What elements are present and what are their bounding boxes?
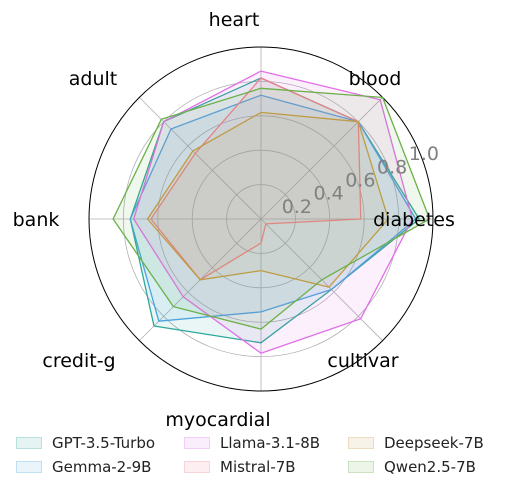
axis-label-credit-g: credit-g bbox=[42, 350, 115, 372]
spoke-blood bbox=[260, 97, 383, 220]
axis-label-adult: adult bbox=[69, 68, 117, 90]
series-polygon-2 bbox=[133, 70, 414, 354]
axis-label-cultivar: cultivar bbox=[327, 350, 398, 372]
legend-swatch-1 bbox=[16, 461, 42, 473]
legend-swatch-0 bbox=[16, 437, 42, 449]
spoke-adult bbox=[139, 97, 262, 220]
axis-label-heart: heart bbox=[209, 9, 260, 31]
legend-item-0: GPT-3.5-Turbo bbox=[16, 434, 184, 452]
series-polygon-1 bbox=[129, 94, 417, 322]
legend-swatch-4 bbox=[348, 437, 374, 449]
axis-label-bank: bank bbox=[13, 209, 60, 231]
legend-label-2: Llama-3.1-8B bbox=[220, 434, 321, 452]
legend-swatch-5 bbox=[348, 461, 374, 473]
outer-frame bbox=[88, 46, 434, 392]
legend-label-0: GPT-3.5-Turbo bbox=[52, 434, 156, 452]
axis-label-diabetes: diabetes bbox=[373, 209, 455, 231]
legend-item-4: Deepseek-7B bbox=[348, 434, 498, 452]
series-polygon-4 bbox=[146, 111, 389, 288]
series-polygon-5 bbox=[112, 87, 431, 330]
legend-label-3: Mistral-7B bbox=[220, 458, 296, 476]
radial-tick-3: 0.8 bbox=[377, 156, 407, 178]
radial-tick-0: 0.2 bbox=[282, 196, 312, 218]
legend-swatch-3 bbox=[184, 461, 210, 473]
legend-label-5: Qwen2.5-7B bbox=[384, 458, 476, 476]
radial-tick-1: 0.4 bbox=[313, 183, 343, 205]
legend-item-1: Gemma-2-9B bbox=[16, 458, 184, 476]
series-polygon-3 bbox=[150, 77, 362, 281]
legend-swatch-2 bbox=[184, 437, 210, 449]
legend-label-1: Gemma-2-9B bbox=[52, 458, 152, 476]
radial-tick-2: 0.6 bbox=[345, 170, 375, 192]
legend: GPT-3.5-Turbo Llama-3.1-8B Deepseek-7B Gemm… bbox=[16, 434, 506, 476]
legend-item-3: Mistral-7B bbox=[184, 458, 348, 476]
axis-label-myocardial: myocardial bbox=[165, 409, 270, 430]
legend-item-5: Qwen2.5-7B bbox=[348, 458, 498, 476]
radial-tick-4: 1.0 bbox=[409, 143, 439, 165]
legend-label-4: Deepseek-7B bbox=[384, 434, 484, 452]
legend-item-2: Llama-3.1-8B bbox=[184, 434, 348, 452]
radar-chart: diabetes blood heart adult bank credit-g myoca… bbox=[13, 9, 455, 430]
axis-label-blood: blood bbox=[349, 68, 402, 90]
